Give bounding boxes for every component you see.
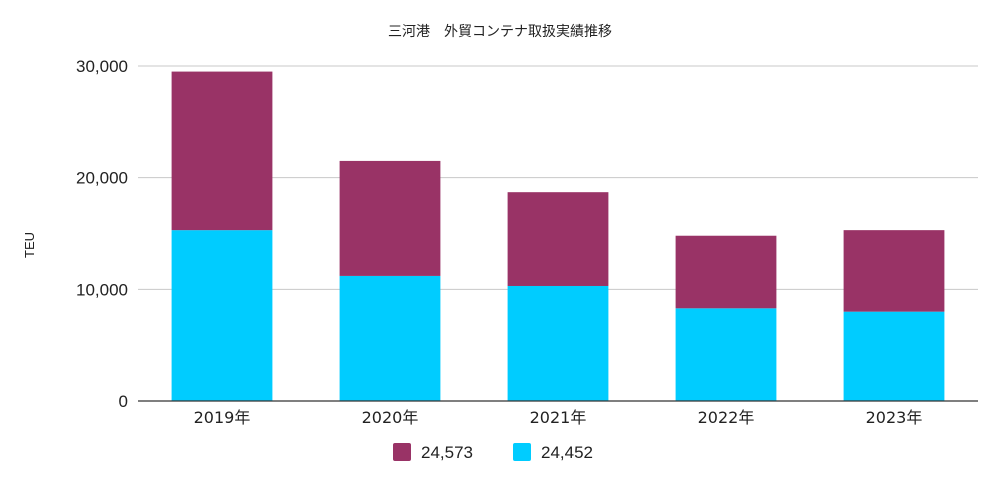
x-tick-label: 2022年 — [698, 408, 755, 427]
y-tick-label: 30,000 — [76, 57, 128, 76]
bar-segment-lower — [843, 311, 945, 401]
bar-segment-lower — [339, 275, 441, 401]
bar-segment-upper — [843, 230, 945, 312]
bar-segment-lower — [171, 230, 273, 401]
legend: 24,573 24,452 — [393, 443, 593, 462]
bar-segment-upper — [675, 235, 777, 309]
x-tick-label: 2023年 — [866, 408, 923, 427]
bar-segment-upper — [171, 71, 273, 231]
y-tick-label: 0 — [119, 392, 128, 411]
chart-title: 三河港 外貿コンテナ取扱実績推移 — [388, 24, 612, 40]
bars — [171, 71, 945, 401]
axes: 0 10,000 20,000 30,000 2019年 2020年 2021年 2022年 2… — [76, 57, 978, 427]
x-tick-label: 2019年 — [194, 408, 251, 427]
y-axis-label: TEU — [22, 232, 37, 258]
bar-segment-upper — [339, 160, 441, 276]
legend-label: 24,573 — [421, 443, 473, 462]
y-tick-label: 10,000 — [76, 280, 128, 299]
bar-segment-lower — [675, 308, 777, 401]
x-tick-label: 2020年 — [362, 408, 419, 427]
y-tick-label: 20,000 — [76, 169, 128, 188]
legend-swatch — [513, 443, 531, 461]
legend-label: 24,452 — [541, 443, 593, 462]
bar-segment-lower — [507, 285, 609, 401]
legend-swatch — [393, 443, 411, 461]
bar-segment-upper — [507, 192, 609, 286]
x-tick-label: 2021年 — [530, 408, 587, 427]
